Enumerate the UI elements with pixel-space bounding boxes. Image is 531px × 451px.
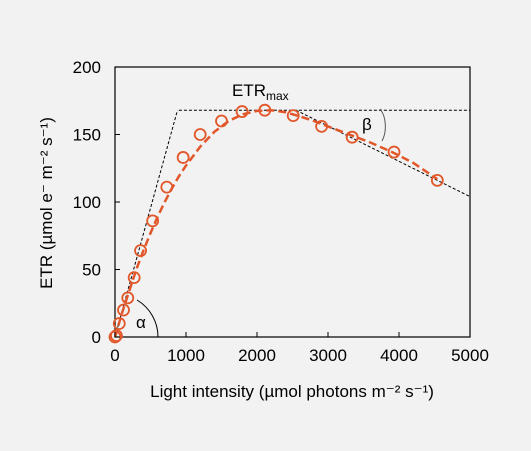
data-point (315, 120, 329, 133)
alpha-label: α (136, 313, 146, 332)
decline-line (295, 109, 471, 198)
data-point (127, 271, 141, 285)
y-tick-label: 150 (73, 126, 101, 145)
data-point (146, 214, 160, 228)
reference-lines (114, 109, 471, 338)
x-tick-label: 3000 (309, 346, 347, 365)
data-point (258, 103, 272, 117)
y-tick-label: 50 (82, 261, 101, 280)
data-point (117, 303, 130, 317)
data-point (112, 317, 126, 330)
x-tick-label: 1000 (167, 346, 205, 365)
x-axis-title: Light intensity (µmol photons m⁻² s⁻¹) (150, 382, 434, 401)
data-point (108, 330, 122, 344)
data-point (160, 180, 174, 194)
y-axis-title: ETR (µmol e⁻ m⁻² s⁻¹) (37, 117, 56, 289)
x-tick-label: 0 (110, 346, 119, 365)
fit-curve-layer (113, 108, 439, 338)
y-tick-label: 200 (73, 58, 101, 77)
data-point (176, 151, 190, 164)
x-tick-label: 4000 (380, 346, 418, 365)
etrmax-label-sub: max (266, 89, 289, 103)
y-axis-ticks: 0 50 100 150 200 (73, 58, 120, 347)
x-tick-label: 2000 (238, 346, 276, 365)
beta-label: β (362, 115, 372, 134)
etrmax-label: ETRmax (232, 81, 289, 103)
data-point (193, 128, 207, 141)
y-tick-label: 100 (73, 193, 101, 212)
data-point (121, 291, 135, 305)
beta-arc (379, 108, 386, 142)
data-point (215, 114, 228, 128)
x-tick-label: 5000 (451, 346, 489, 365)
angle-arcs (136, 108, 386, 338)
initial-slope-line (114, 110, 178, 338)
y-tick-label: 0 (92, 328, 101, 347)
etrmax-label-main: ETR (232, 81, 266, 100)
data-point (134, 244, 147, 258)
alpha-arc (136, 299, 159, 338)
x-axis-ticks: 0 1000 2000 3000 4000 5000 (110, 332, 489, 365)
data-point (430, 173, 444, 187)
data-point (110, 329, 123, 343)
data-point (387, 145, 401, 159)
data-points-layer (108, 103, 444, 344)
data-point (345, 130, 359, 144)
data-point (235, 105, 249, 118)
fit-curve (113, 108, 439, 338)
plot-frame (114, 66, 471, 338)
data-point (286, 109, 300, 122)
